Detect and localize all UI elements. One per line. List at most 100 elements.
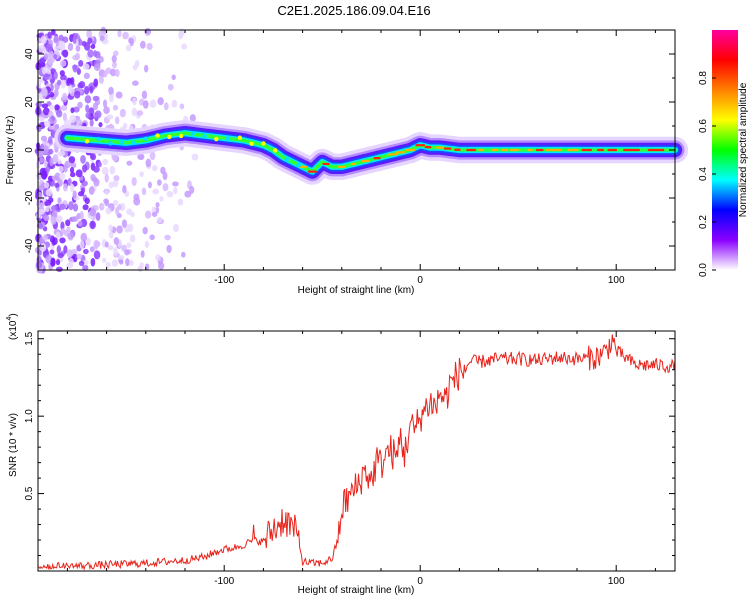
spectrogram-noise-blob	[89, 119, 94, 127]
spectrogram-noise-blob	[95, 212, 101, 221]
spectrogram-noise-blob	[103, 70, 108, 78]
spectrogram-noise-blob	[132, 64, 138, 71]
spectrogram-noise-blob	[62, 92, 68, 101]
spectrogram-noise-blob	[177, 198, 184, 206]
spectrogram-noise-blob	[39, 157, 45, 164]
spectrogram-noise-blob	[58, 40, 66, 50]
colorbar-tick-label: 0.8	[698, 71, 709, 85]
spectrogram-noise-blob	[42, 234, 48, 241]
spectrogram-noise-blob	[42, 196, 47, 203]
spectrogram-noise-blob	[60, 227, 66, 235]
spectrogram-noise-blob	[97, 161, 102, 168]
spectrogram-noise-blob	[85, 104, 90, 113]
spectrogram-noise-blob	[83, 248, 89, 255]
spectrogram-noise-blob	[74, 52, 81, 61]
spectrogram-noise-blob	[144, 240, 150, 249]
colorbar-bar	[712, 30, 738, 270]
spectrogram-noise-blob	[111, 259, 119, 267]
spectrogram-noise-blob	[83, 72, 90, 79]
spectrogram-noise-blob	[84, 197, 90, 205]
spectrogram-noise-blob	[163, 102, 169, 111]
spectrogram-noise-blob	[63, 245, 68, 254]
spectrogram-noise-blob	[67, 178, 72, 187]
spectrogram-noise-blob	[53, 71, 58, 80]
spectrogram-noise-blob	[36, 212, 41, 219]
spectrogram-noise-blob	[108, 86, 114, 95]
spectrogram-peak	[167, 134, 172, 140]
spectrogram-noise-blob	[57, 79, 62, 86]
spectrogram-noise-blob	[155, 202, 160, 208]
snr-y-label: SNR (10 * v/v)	[8, 413, 19, 477]
snr-frame	[37, 330, 676, 572]
snr-panel: -100 0 100 0.5 1.0 1.5 Height of straight li…	[6, 313, 676, 596]
spectrogram-peak	[225, 136, 231, 141]
spectrogram-noise-blob	[79, 240, 85, 249]
spectrogram-noise-blob	[41, 103, 49, 109]
spectrogram-noise-blob	[53, 54, 58, 60]
spectrogram-noise-blob	[47, 59, 53, 66]
spectrogram-noise-blob	[69, 166, 75, 174]
spectrogram-noise-blob	[42, 91, 48, 97]
spectrogram-peak	[190, 131, 196, 136]
spectrogram-noise-blob	[108, 231, 114, 239]
spectrogram-noise-blob	[60, 74, 67, 81]
spectrogram-noise-blob	[166, 190, 174, 198]
spectrogram-y-ticks: -40 -20 0 20 40	[24, 48, 675, 253]
spectrogram-noise-blob	[52, 154, 59, 163]
spectrogram-peak	[108, 141, 113, 146]
colorbar-label: Normalized spectral amplitude	[738, 82, 749, 217]
spectrogram-noise-blob	[53, 35, 60, 44]
spectrogram-noise-blob	[94, 110, 102, 119]
spectrogram-noise-blob	[76, 253, 83, 260]
spectrogram-noise-blob	[60, 79, 66, 89]
spectrogram-noise-blob	[56, 110, 63, 118]
spectrogram-noise-blob	[41, 67, 47, 75]
spectrogram-x-ticks: -100 0 100	[66, 30, 656, 286]
snr-y-tick-label: 1.0	[24, 409, 35, 423]
spectrogram-noise-blob	[64, 160, 71, 169]
spectrogram-noise-blob	[149, 99, 157, 108]
spectrogram-noise-blob	[68, 156, 76, 164]
spectrogram-y-tick-label: -20	[24, 190, 35, 205]
spectrogram-noise-blob	[79, 210, 84, 220]
spectrogram-noise-blob	[113, 247, 118, 256]
spectrogram-noise-blob	[155, 254, 161, 261]
spectrogram-noise-blob	[151, 211, 158, 217]
spectrogram-noise-blob	[93, 63, 101, 71]
spectrogram-noise-blob	[69, 172, 76, 178]
spectrogram-noise-blob	[184, 190, 192, 198]
spectrogram-noise-blob	[107, 244, 114, 251]
spectrogram-noise-blob	[78, 260, 85, 267]
spectrogram-noise-blob	[72, 64, 78, 73]
spectrogram-noise-blob	[139, 262, 144, 269]
spectrogram-noise-blob	[139, 171, 144, 178]
spectrogram-noise-blob	[129, 37, 134, 47]
spectrogram-noise-blob	[75, 44, 81, 52]
spectrogram-noise-blob	[181, 251, 186, 258]
spectrogram-noise-blob	[49, 249, 55, 255]
spectrogram-noise-blob	[80, 232, 88, 242]
spectrogram-noise-blob	[113, 175, 120, 182]
spectrogram-y-tick-label: -40	[24, 238, 35, 253]
spectrogram-noise-blob	[114, 69, 120, 78]
spectrogram-noise-blob	[146, 42, 153, 51]
spectrogram-noise-blob	[38, 116, 45, 122]
spectrogram-y-tick-label: 40	[24, 48, 35, 60]
spectrogram-noise-blob	[59, 172, 66, 181]
spectrogram-noise-blob	[129, 234, 136, 243]
spectrogram-noise-blob	[35, 260, 43, 269]
spectrogram-x-tick-label: -100	[214, 275, 234, 286]
spectrogram-noise-blob	[113, 237, 120, 245]
spectrogram-noise-blob	[99, 35, 105, 42]
spectrogram-noise-blob	[109, 94, 114, 103]
snr-multiplier-exp: 4	[6, 317, 13, 321]
spectrogram-noise-blob	[73, 90, 81, 99]
spectrogram-noise-blob	[70, 162, 77, 169]
spectrogram-noise-blob	[132, 80, 139, 86]
spectrogram-noise-blob	[113, 199, 119, 206]
spectrogram-noise-blob	[56, 245, 61, 254]
spectrogram-noise-blob	[62, 36, 69, 43]
spectrogram-noise-blob	[102, 158, 109, 166]
spectrogram-noise-blob	[116, 225, 123, 234]
snr-series-line	[37, 334, 676, 571]
